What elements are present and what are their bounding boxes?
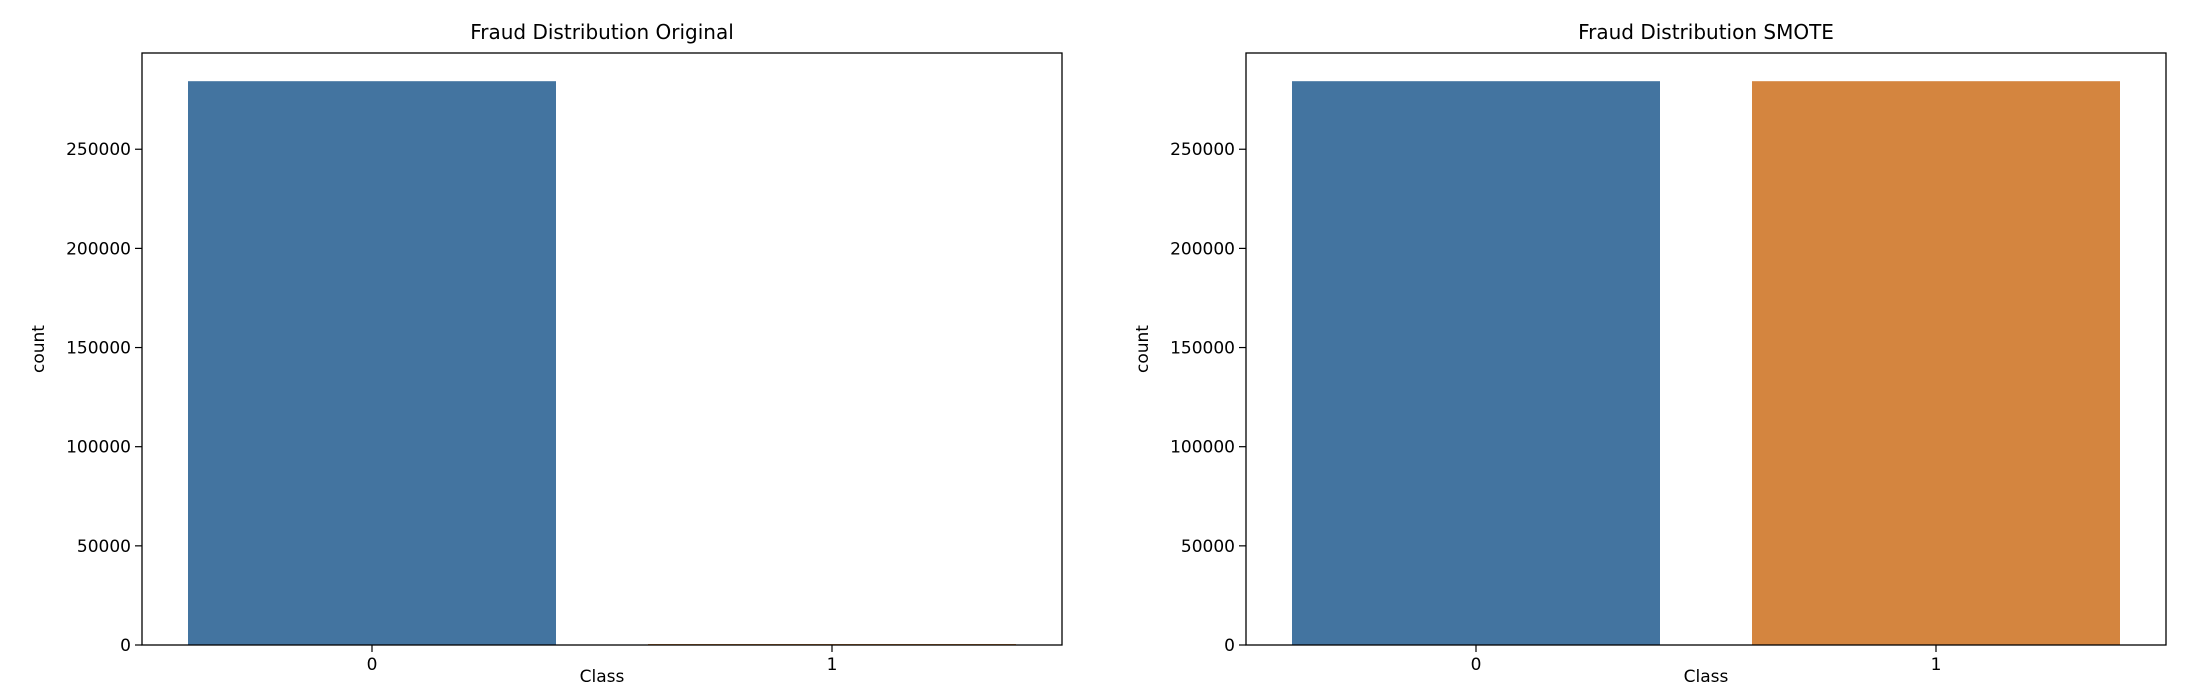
y-tick-label: 0 [1224,636,1235,656]
y-tick-label: 100000 [1170,438,1235,458]
y-tick-label: 50000 [1181,537,1235,557]
chart-title: Fraud Distribution SMOTE [1578,20,1834,44]
x-tick-label: 0 [1471,655,1482,675]
y-tick-label: 250000 [66,140,131,160]
bar-class-1 [1752,81,2120,646]
bar-class-0 [188,81,556,646]
x-tick-label: 1 [827,655,838,675]
axes-frame [1245,52,2167,646]
y-axis-label: count [1133,325,1153,373]
y-tick-label: 150000 [66,339,131,359]
y-axis-label: count [29,325,49,373]
x-tick-label: 1 [1931,655,1942,675]
x-tick-label: 0 [367,655,378,675]
axes-frame [141,52,1063,646]
y-tick-label: 250000 [1170,140,1235,160]
chart-panel-2: 0 50000 100000 150000 200000 250000 0 1 Fraud Di… [1133,20,2167,687]
x-axis-label: Class [1684,667,1729,687]
chart-title: Fraud Distribution Original [470,20,734,44]
y-tick-label: 100000 [66,438,131,458]
y-tick-label: 0 [120,636,131,656]
y-tick-label: 200000 [66,239,131,259]
chart-panel-1: 0 50000 100000 150000 200000 250000 0 1 Fraud Di… [29,20,1063,687]
y-tick-label: 50000 [77,537,131,557]
x-axis-label: Class [580,667,625,687]
bar-class-0 [1292,81,1660,646]
y-tick-label: 150000 [1170,339,1235,359]
y-tick-label: 200000 [1170,239,1235,259]
